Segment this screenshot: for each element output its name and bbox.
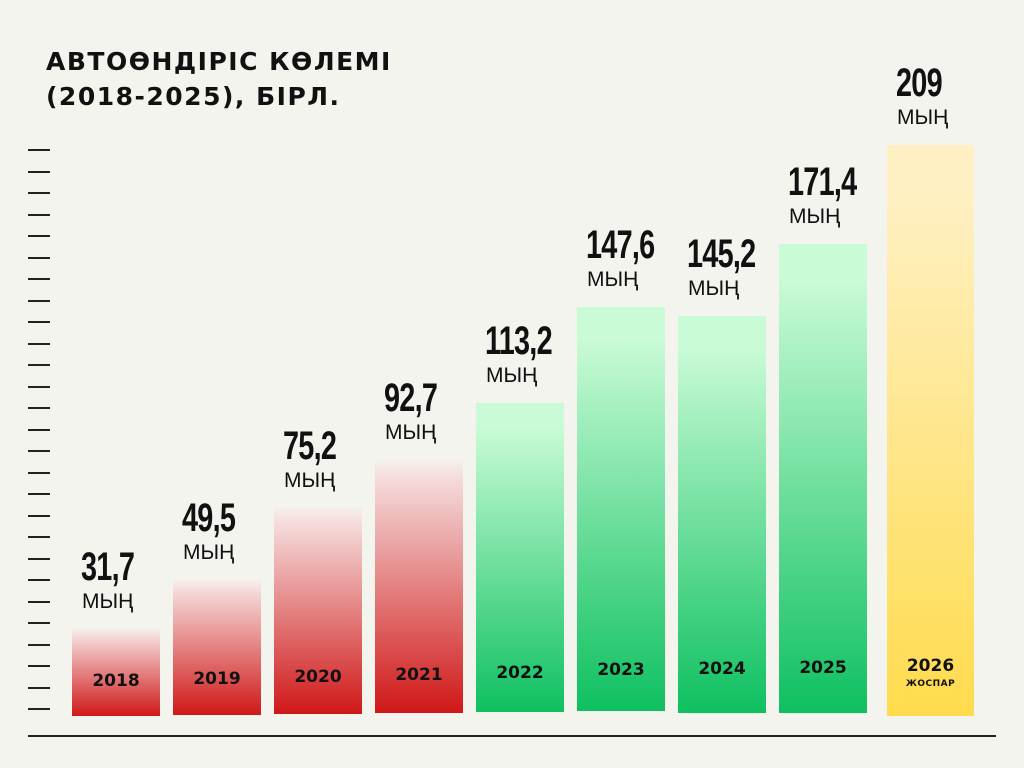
bar-2018 <box>72 629 160 716</box>
unit-label-2022: МЫҢ <box>486 364 538 387</box>
bar-2021 <box>375 460 463 713</box>
baseline-axis <box>28 735 996 737</box>
category-label-2026: 2026 <box>906 656 955 676</box>
unit-label-2026: МЫҢ <box>897 106 949 129</box>
unit-label-2023: МЫҢ <box>587 268 639 291</box>
bar-2019 <box>173 580 261 715</box>
category-label-2019: 2019 <box>193 669 241 689</box>
bar-2023 <box>577 307 665 711</box>
unit-label-2019: МЫҢ <box>183 541 235 564</box>
chart-title-line-1: АВТОӨНДІРІС КӨЛЕМІ <box>46 47 392 76</box>
unit-label-2025: МЫҢ <box>789 205 841 228</box>
chart-title: АВТОӨНДІРІС КӨЛЕМІ (2018-2025), БІРЛ. <box>46 44 392 114</box>
bar-2026 <box>887 145 974 716</box>
value-label-2020: 75,2 <box>283 424 337 468</box>
value-label-2019: 49,5 <box>182 496 236 540</box>
unit-label-2021: МЫҢ <box>385 421 437 444</box>
category-label-2022: 2022 <box>496 663 544 683</box>
value-label-2023: 147,6 <box>586 223 655 267</box>
value-label-2018: 31,7 <box>81 545 135 589</box>
sublabel-2026: ЖОСПАР <box>905 679 956 689</box>
value-label-2022: 113,2 <box>485 319 553 363</box>
bar-2022 <box>476 403 564 712</box>
category-label-2020: 2020 <box>294 667 342 687</box>
category-label-2021: 2021 <box>395 665 443 685</box>
value-label-2026: 209 <box>896 61 943 105</box>
category-label-2024: 2024 <box>698 659 746 679</box>
chart-title-line-2: (2018-2025), БІРЛ. <box>46 82 341 111</box>
category-label-2025: 2025 <box>799 658 847 678</box>
value-label-2024: 145,2 <box>687 232 756 276</box>
unit-label-2024: МЫҢ <box>688 277 740 300</box>
unit-label-2020: МЫҢ <box>284 469 336 492</box>
category-label-2018: 2018 <box>92 671 140 691</box>
value-label-2025: 171,4 <box>788 160 857 204</box>
category-label-2023: 2023 <box>597 660 645 680</box>
bar-2025 <box>779 244 867 713</box>
value-label-2021: 92,7 <box>384 376 438 420</box>
unit-label-2018: МЫҢ <box>82 590 134 613</box>
bar-2020 <box>274 508 362 714</box>
bar-2024 <box>678 316 766 713</box>
